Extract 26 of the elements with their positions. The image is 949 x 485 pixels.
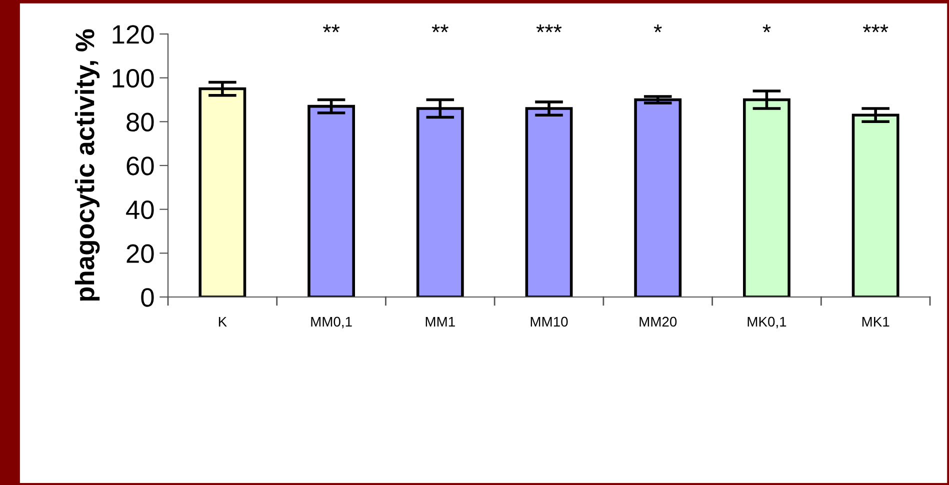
x-tick-label: MM10 <box>530 316 568 327</box>
x-tick-label: MM1 <box>426 316 455 327</box>
text: * <box>654 24 662 32</box>
x-tick-label: K <box>218 316 227 327</box>
bar <box>634 98 682 297</box>
text: ** <box>322 24 340 32</box>
x-tick-label: MM20 <box>640 316 677 327</box>
y-tick-label: 100 <box>112 68 154 88</box>
y-axis-title: phagocytic activity, % <box>74 29 100 301</box>
x-tick-label: MK0,1 <box>748 316 786 328</box>
text: *** <box>862 24 888 32</box>
x-tick-label: MM0,1 <box>311 316 352 328</box>
text: *** <box>536 24 562 32</box>
bar <box>852 114 900 297</box>
y-tick-label: 40 <box>126 200 154 220</box>
bar <box>308 104 355 297</box>
y-tick-label: 0 <box>141 288 154 307</box>
y-tick-label: 20 <box>126 244 154 263</box>
y-tick-label: 80 <box>126 112 154 132</box>
text: ** <box>432 24 448 32</box>
y-tick-label: 60 <box>126 156 154 176</box>
bar <box>525 107 573 297</box>
bar <box>198 87 246 297</box>
y-tick-label: 120 <box>112 25 154 44</box>
x-tick-label: MK1 <box>862 316 890 327</box>
text: * <box>762 24 771 32</box>
